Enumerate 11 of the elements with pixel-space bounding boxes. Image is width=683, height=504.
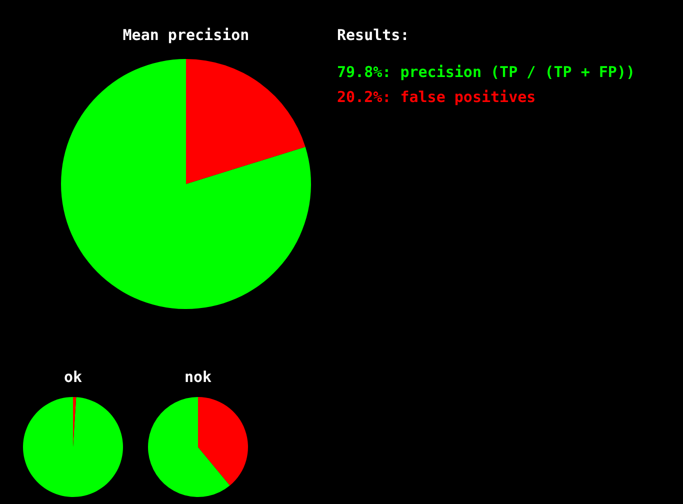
slice-label: 79.8%: precision (TP / (TP + FP)): [337, 63, 636, 81]
chart-title: ok: [64, 368, 82, 386]
pie-slice: [23, 397, 123, 497]
legend-title: Results:: [337, 26, 410, 44]
slice-label: 20.2%: false positives: [337, 88, 536, 106]
pie-slice: [61, 59, 311, 309]
pie-slice: [186, 59, 306, 184]
pie-slice: [148, 397, 230, 497]
chart-title: nok: [184, 368, 212, 386]
pie-slice: [198, 397, 248, 486]
chart-title: Mean precision: [122, 26, 250, 44]
